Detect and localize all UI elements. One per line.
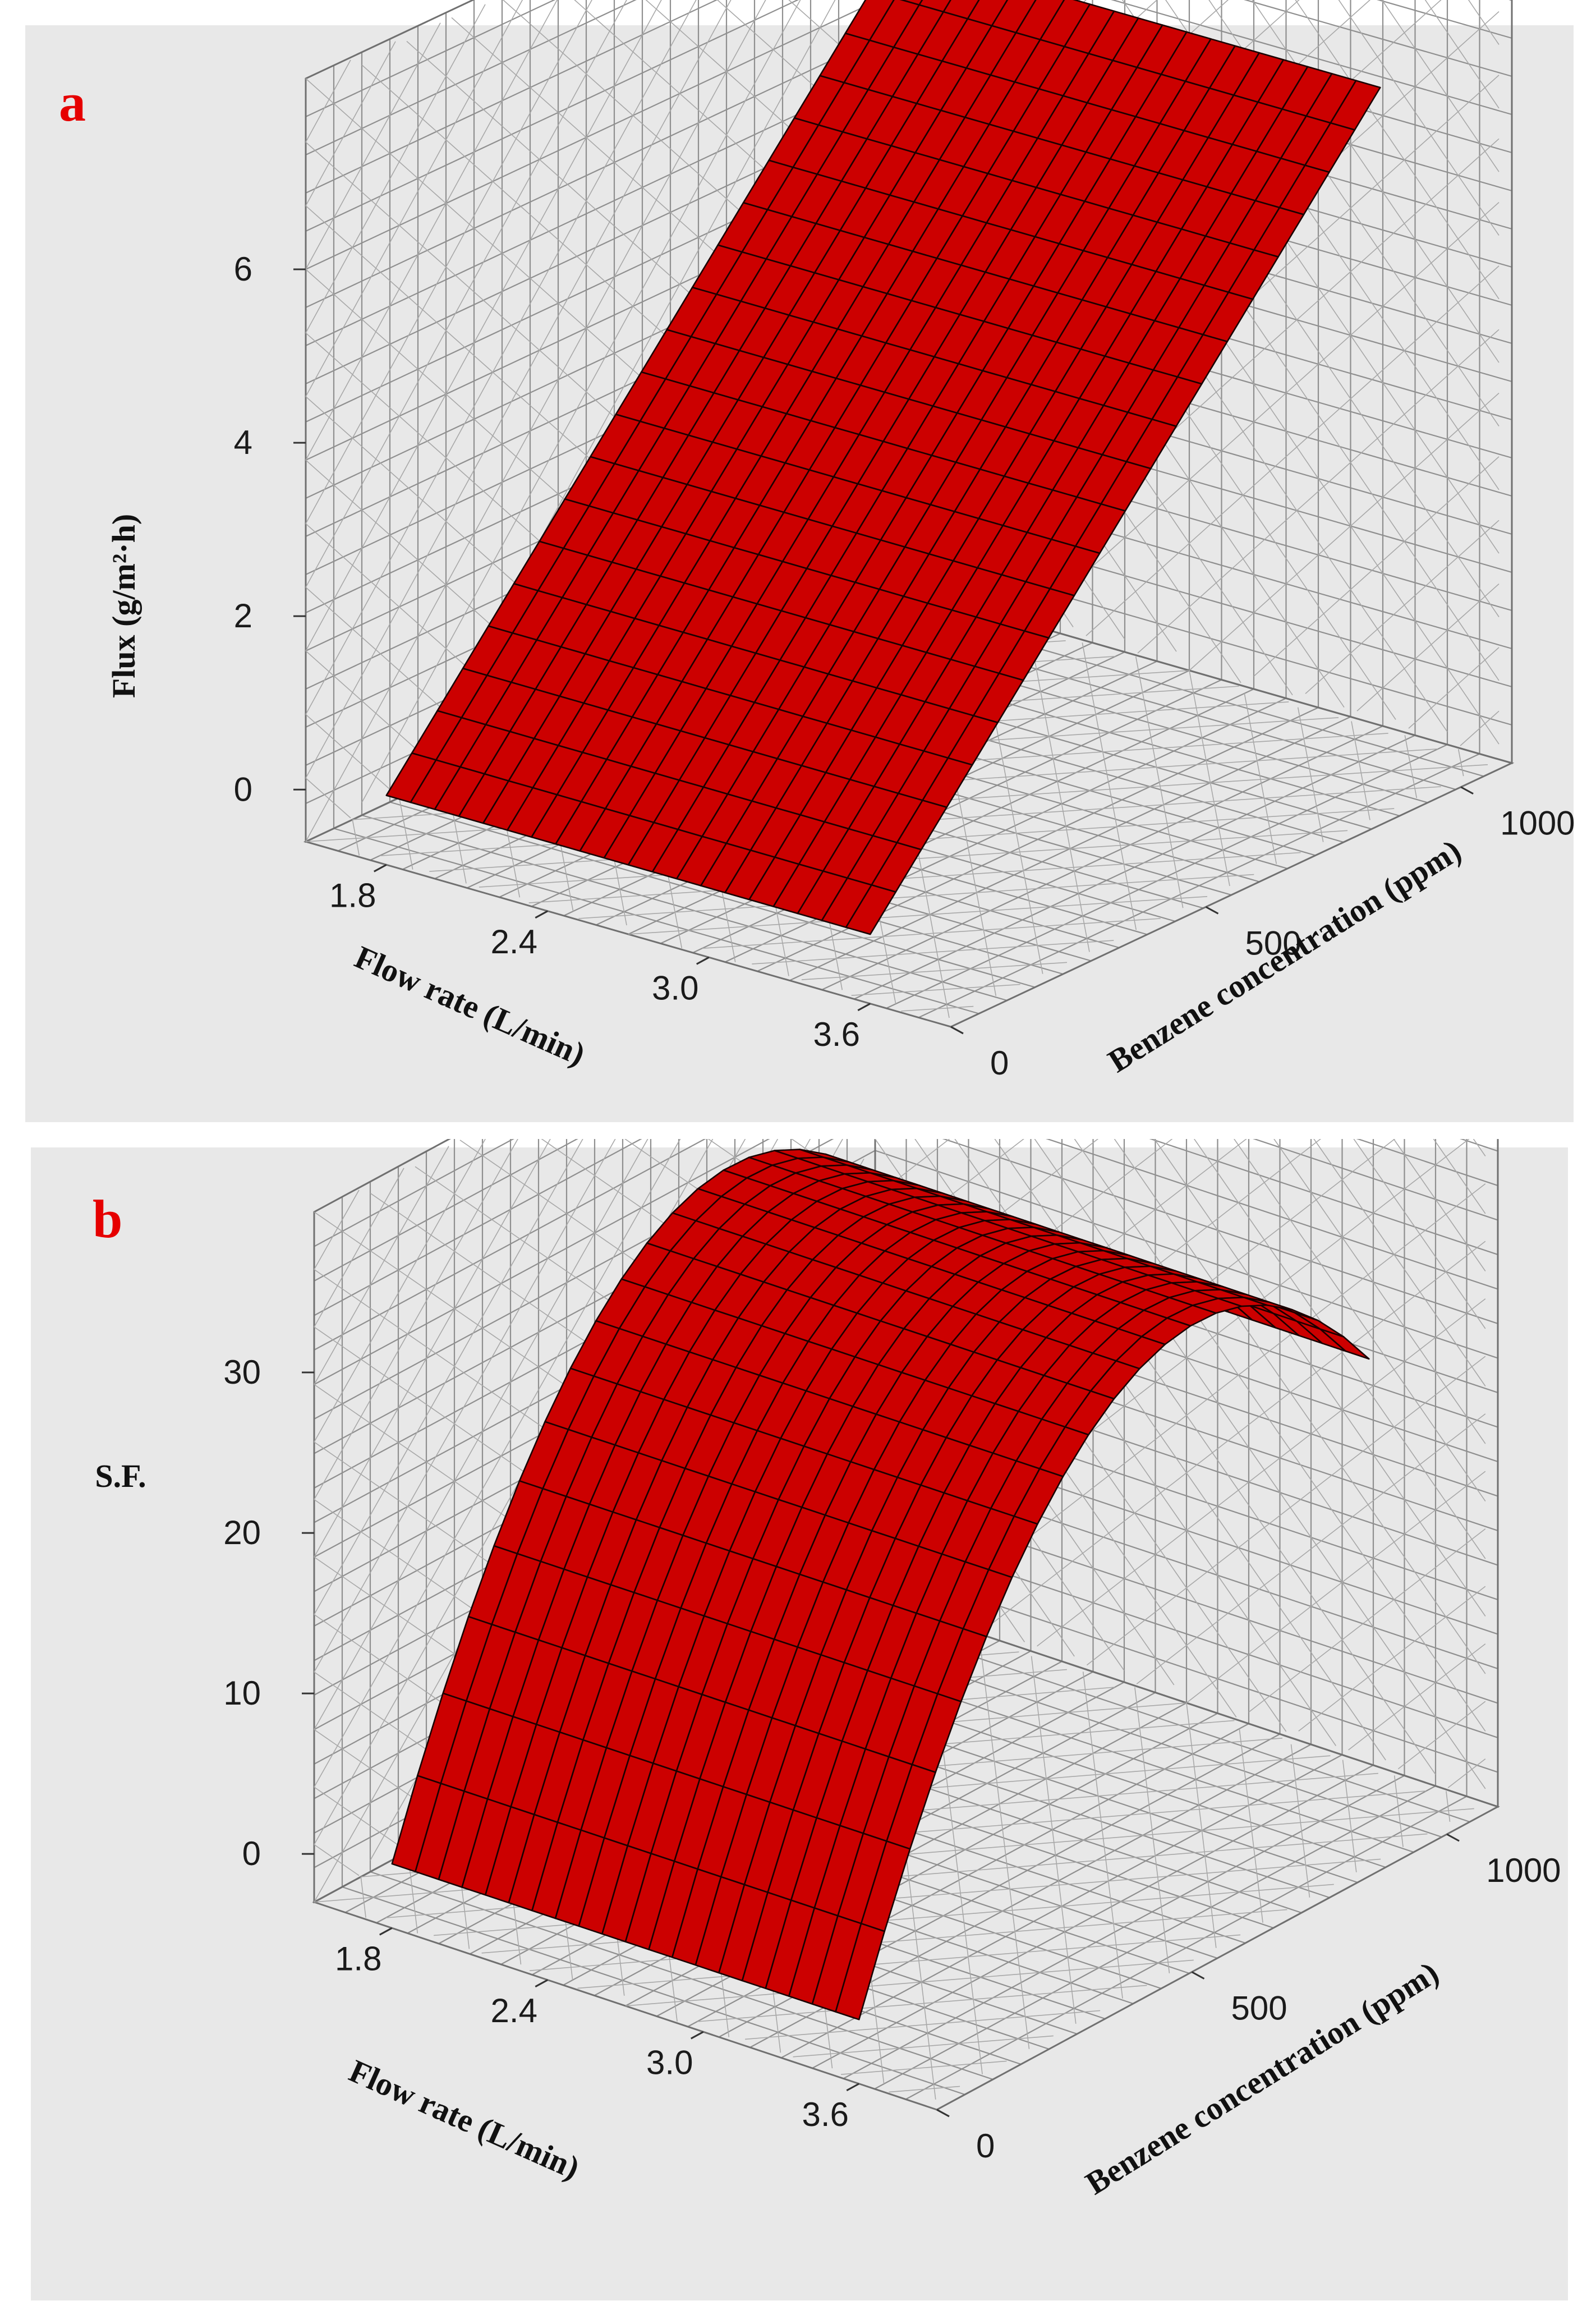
z-tick-label: 4: [234, 424, 252, 461]
y-tick-label: 500: [1231, 1990, 1287, 2027]
z-axis-title: S.F.: [95, 1458, 146, 1494]
y-tick-label: 1000: [1500, 805, 1575, 842]
x-tick-label: 3.0: [646, 2043, 693, 2081]
y-tick-label: 0: [990, 1044, 1009, 1082]
z-axis-title: Flux (g/m²·h): [105, 514, 142, 698]
z-tick-label: 10: [223, 1674, 261, 1712]
z-tick-label: 30: [223, 1353, 261, 1391]
z-tick-label: 0: [234, 770, 252, 808]
y-tick-label: 1000: [1486, 1852, 1561, 1889]
x-tick-label: 1.8: [335, 1940, 381, 1977]
y-tick-label: 500: [1245, 924, 1301, 962]
x-tick-label: 3.6: [813, 1016, 860, 1053]
x-tick-label: 3.6: [802, 2096, 849, 2133]
z-tick-label: 20: [223, 1514, 261, 1551]
z-tick-label: 6: [234, 250, 252, 288]
response-surface: [385, 0, 1381, 935]
surface-cell: [845, 884, 896, 935]
chart-panel-b: 0 10 20 30 1.8 2.4 3.0 3.6 0 500 1000 S.F. Flow rate…: [0, 1139, 1596, 2310]
x-tick-label: 1.8: [329, 876, 376, 914]
x-tick-label: 3.0: [652, 969, 698, 1007]
response-surface: [391, 1149, 1370, 2020]
panel-label: a: [59, 72, 86, 132]
x-tick-label: 2.4: [491, 923, 537, 961]
surface-cell: [835, 1922, 885, 2020]
z-tick-label: 2: [234, 597, 252, 635]
x-tick-label: 2.4: [491, 1992, 537, 2029]
z-tick-label: 0: [242, 1835, 261, 1872]
y-tick-label: 0: [976, 2127, 995, 2165]
chart-panel-a: 0 2 4 6 1.8 2.4 3.0 3.6 0 500 1000 Flux (g/m²·h) Flo…: [0, 0, 1596, 1139]
panel-label: b: [93, 1189, 122, 1249]
